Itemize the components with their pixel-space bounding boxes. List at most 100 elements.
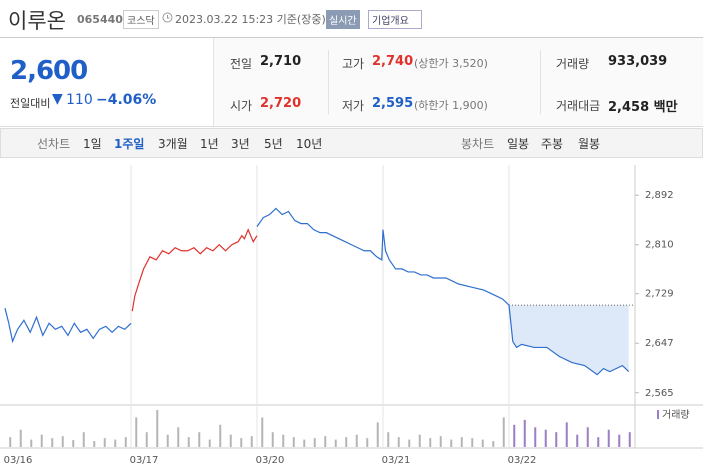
tab[interactable]: 1주일 xyxy=(114,137,145,151)
volume-bar xyxy=(61,436,64,447)
volume-bar xyxy=(261,417,264,447)
volume-bar xyxy=(481,439,484,447)
realtime-badge[interactable]: 실시간 xyxy=(326,10,360,29)
volume-bar xyxy=(345,437,348,447)
change-label: 전일대비 xyxy=(10,97,51,110)
volume-bar xyxy=(208,439,211,447)
volume-bar xyxy=(471,438,474,447)
quote-value: 2,458 백만 xyxy=(608,100,678,115)
volume-bar xyxy=(618,434,621,447)
volume-bar xyxy=(387,432,390,447)
volume-bar xyxy=(103,438,106,447)
volume-bar xyxy=(534,427,537,447)
volume-bar xyxy=(439,436,442,447)
volume-bar xyxy=(607,429,610,447)
volume-bar xyxy=(145,432,148,447)
volume-bar xyxy=(324,436,327,447)
tab[interactable]: 10년 xyxy=(296,137,323,151)
volume-bar xyxy=(292,437,295,447)
tab[interactable]: 3개월 xyxy=(158,137,188,151)
volume-bar xyxy=(366,438,369,447)
volume-bar xyxy=(250,436,253,447)
volume-bar xyxy=(544,429,547,447)
x-tick-label: 03/22 xyxy=(508,455,537,466)
quote-box: 2,600 전일대비 ▼ 110 −4.06% 전일 2,710 고가 2,740 (상… xyxy=(0,37,703,127)
stock-code: 065440 xyxy=(77,13,123,26)
price-line xyxy=(256,207,630,376)
down-arrow: ▼ xyxy=(52,91,63,107)
divider xyxy=(328,50,329,114)
tab-group-label: 선차트 xyxy=(37,137,71,151)
volume-bar xyxy=(523,419,526,447)
y-tick-label: 2,810 xyxy=(645,240,674,251)
quote-value: 2,720 xyxy=(260,96,302,111)
volume-bar xyxy=(187,437,190,447)
volume-bar xyxy=(219,424,222,447)
volume-bar xyxy=(135,417,138,447)
volume-bar xyxy=(51,438,54,447)
quote-value: 2,710 xyxy=(260,54,302,69)
y-tick-label: 2,647 xyxy=(645,338,674,349)
volume-bar xyxy=(313,438,316,447)
tab-group-label: 봉차트 xyxy=(461,137,495,151)
x-tick-label: 03/21 xyxy=(382,455,411,466)
volume-bar xyxy=(555,432,558,447)
volume-bar xyxy=(114,439,117,447)
quote-label: 시가 xyxy=(230,99,253,113)
volume-bar xyxy=(271,432,274,447)
volume-bar xyxy=(124,437,127,447)
tab[interactable]: 일봉 xyxy=(507,137,530,151)
tab[interactable]: 3년 xyxy=(231,137,250,151)
quote-value: 2,740 xyxy=(372,54,414,69)
tab[interactable]: 월봉 xyxy=(578,137,601,151)
volume-bar xyxy=(166,434,169,447)
quote-note: (하한가 1,900) xyxy=(414,99,488,112)
volume-bar xyxy=(418,434,421,447)
volume-bar xyxy=(376,422,379,447)
volume-bar xyxy=(397,437,400,447)
volume-bar xyxy=(198,432,201,447)
volume-bar xyxy=(429,438,432,447)
volume-bar xyxy=(19,429,22,447)
volume-bar xyxy=(177,427,180,447)
tab[interactable]: 1년 xyxy=(200,137,219,151)
divider xyxy=(540,50,541,114)
tab[interactable]: 5년 xyxy=(264,137,283,151)
volume-bar xyxy=(355,434,358,447)
volume-bar xyxy=(334,439,337,447)
y-tick-label: 2,565 xyxy=(645,388,674,399)
change-pct: −4.06% xyxy=(96,92,157,108)
y-tick-label: 2,892 xyxy=(645,190,674,201)
volume-bar xyxy=(156,410,159,447)
volume-bar xyxy=(240,438,243,447)
volume-bar xyxy=(492,441,495,447)
quote-label: 거래대금 xyxy=(556,99,601,113)
volume-bar xyxy=(513,424,516,447)
volume-bar xyxy=(282,434,285,447)
stock-name: 이루온 xyxy=(8,9,66,33)
volume-bar xyxy=(40,434,43,447)
market-badge: 코스닥 xyxy=(123,10,159,29)
volume-bar xyxy=(502,417,505,447)
price: 2,600 xyxy=(10,56,88,86)
volume-bar xyxy=(460,437,463,447)
quote-label: 전일 xyxy=(230,57,253,71)
price-line xyxy=(4,308,132,344)
change: 110 xyxy=(66,92,93,108)
tab[interactable]: 주봉 xyxy=(541,137,564,151)
volume-bar xyxy=(93,441,96,447)
quote-label: 저가 xyxy=(342,99,365,113)
volume-bar xyxy=(303,439,306,447)
timestamp: 2023.03.22 15:23 기준(장중) xyxy=(175,13,326,26)
tab[interactable]: 1일 xyxy=(83,137,102,151)
below-prev-close-area xyxy=(509,305,629,375)
volume-bar xyxy=(597,437,600,447)
volume-bar xyxy=(82,432,85,447)
x-tick-label: 03/16 xyxy=(4,455,33,466)
volume-label: 거래량 xyxy=(662,409,690,421)
volume-bar xyxy=(408,439,411,447)
company-dropdown[interactable]: 기업개요 xyxy=(368,10,422,29)
volume-bar xyxy=(30,439,33,447)
